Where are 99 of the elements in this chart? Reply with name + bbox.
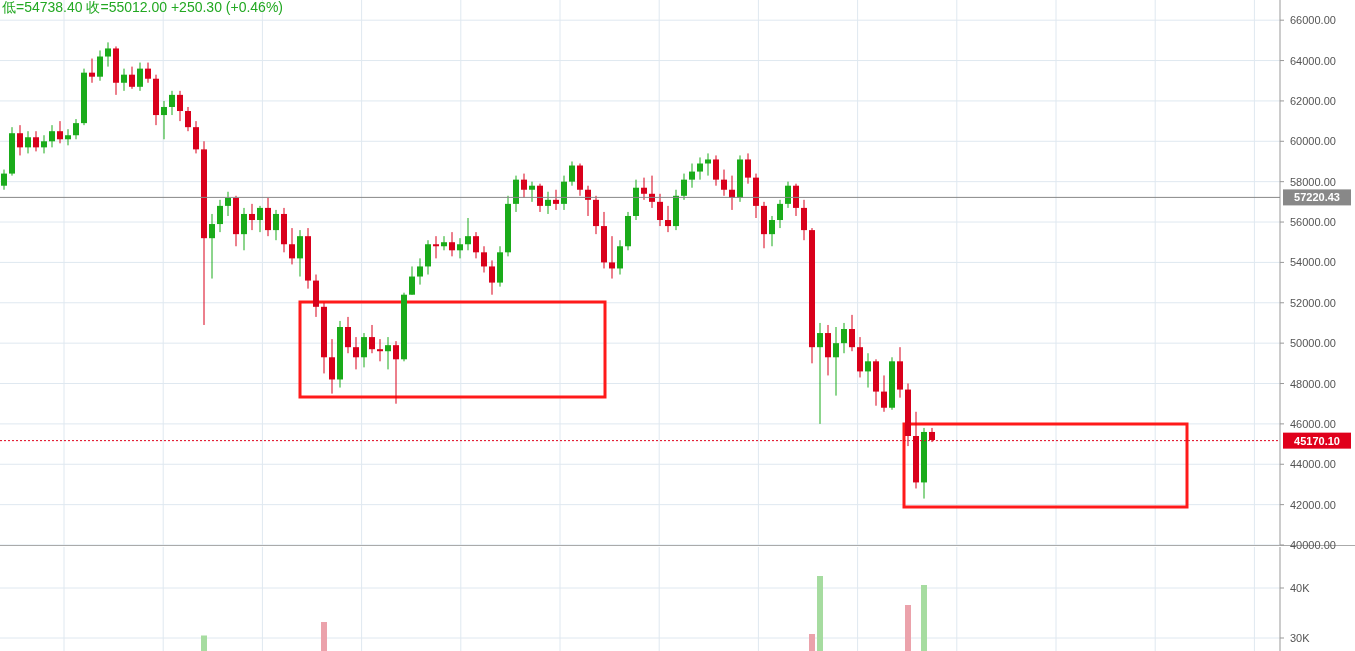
ref-line-label: 45170.10 — [1294, 434, 1340, 447]
candlestick — [273, 209, 279, 241]
y-tick-label: 46000.00 — [1290, 417, 1336, 430]
candlestick — [609, 235, 615, 280]
candlestick — [769, 215, 775, 247]
candlestick — [209, 213, 215, 280]
y-tick-label: 30K — [1290, 632, 1311, 644]
candlestick — [569, 160, 575, 187]
candlestick — [617, 239, 623, 276]
candlestick — [289, 227, 295, 265]
candlestick — [801, 199, 807, 241]
candlestick — [457, 237, 463, 259]
candlestick — [65, 128, 71, 146]
y-tick-label: 60000.00 — [1290, 135, 1336, 148]
candlestick — [97, 49, 103, 82]
y-tick-label: 54000.00 — [1290, 256, 1336, 269]
y-tick-label: 52000.00 — [1290, 296, 1336, 309]
candlestick — [777, 199, 783, 229]
candlestick — [793, 183, 799, 217]
y-tick-label: 48000.00 — [1290, 377, 1336, 390]
candlestick — [241, 207, 247, 251]
candlestick — [385, 336, 391, 370]
candlestick — [529, 181, 535, 203]
candlestick — [689, 163, 695, 189]
candlestick — [841, 322, 847, 354]
candlestick — [169, 90, 175, 116]
candlestick — [129, 66, 135, 90]
y-tick-label: 40000.00 — [1290, 539, 1336, 551]
candlestick — [121, 68, 127, 92]
candlestick — [145, 62, 151, 84]
candlestick — [377, 338, 383, 362]
candlestick — [833, 326, 839, 397]
candlestick — [425, 239, 431, 276]
candlestick — [697, 156, 703, 181]
candlestick — [441, 235, 447, 251]
candlestick — [353, 336, 359, 370]
candlestick — [721, 169, 727, 197]
y-tick-label: 58000.00 — [1290, 175, 1336, 188]
candlestick — [417, 257, 423, 286]
candlestick — [433, 235, 439, 259]
candlestick — [393, 340, 399, 405]
candlestick — [881, 374, 887, 413]
candlestick — [345, 316, 351, 354]
y-tick-label: 62000.00 — [1290, 94, 1336, 107]
candlestick — [57, 120, 63, 144]
candlestick — [329, 338, 335, 395]
candlestick — [545, 191, 551, 215]
candlestick — [185, 106, 191, 132]
candlestick — [105, 41, 111, 68]
candlestick — [521, 173, 527, 199]
y-tick-label: 42000.00 — [1290, 498, 1336, 511]
candlestick — [817, 322, 823, 425]
candlestick — [705, 152, 711, 177]
candlestick — [465, 217, 471, 251]
candlestick — [225, 191, 231, 217]
candlestick — [41, 134, 47, 154]
y-tick-label: 40K — [1290, 582, 1311, 594]
candlestick — [193, 120, 199, 154]
candlestick — [177, 90, 183, 122]
candlestick — [25, 130, 31, 154]
candlestick — [265, 197, 271, 237]
candlestick — [553, 189, 559, 211]
y-tick-label: 56000.00 — [1290, 216, 1336, 229]
annotation: 低=54738.40 收=55012.00 +250.30 (+0.46%) — [2, 0, 283, 15]
candlestick — [73, 118, 79, 140]
candlestick — [481, 245, 487, 273]
candlestick — [785, 181, 791, 209]
candlestick — [217, 199, 223, 233]
y-tick-label: 50000.00 — [1290, 337, 1336, 350]
candlestick — [361, 332, 367, 368]
candlestick — [449, 231, 455, 257]
y-tick-label: 64000.00 — [1290, 54, 1336, 67]
candlestick — [297, 229, 303, 278]
candlestick — [257, 205, 263, 233]
candlestick — [409, 265, 415, 296]
ref-line-label: 57220.43 — [1294, 191, 1340, 204]
candlestick — [713, 154, 719, 187]
candlestick — [865, 352, 871, 389]
candlestick — [489, 259, 495, 296]
candlestick — [561, 175, 567, 211]
y-tick-label: 66000.00 — [1290, 14, 1336, 27]
candlestick — [849, 314, 855, 352]
candlestick — [89, 58, 95, 84]
candlestick — [369, 324, 375, 354]
candlestick — [49, 124, 55, 148]
candlestick — [33, 130, 39, 152]
candlestick — [537, 183, 543, 213]
candlestick — [665, 205, 671, 233]
candlestick — [1, 169, 7, 191]
candlestick — [745, 152, 751, 185]
candlestick — [681, 173, 687, 201]
candlestick — [137, 62, 143, 92]
y-tick-label: 44000.00 — [1290, 458, 1336, 471]
candlestick — [657, 193, 663, 227]
candlestick — [17, 124, 23, 156]
candlestick — [641, 177, 647, 201]
candlestick — [473, 231, 479, 259]
candlestick — [161, 100, 167, 140]
candlestick — [249, 203, 255, 231]
